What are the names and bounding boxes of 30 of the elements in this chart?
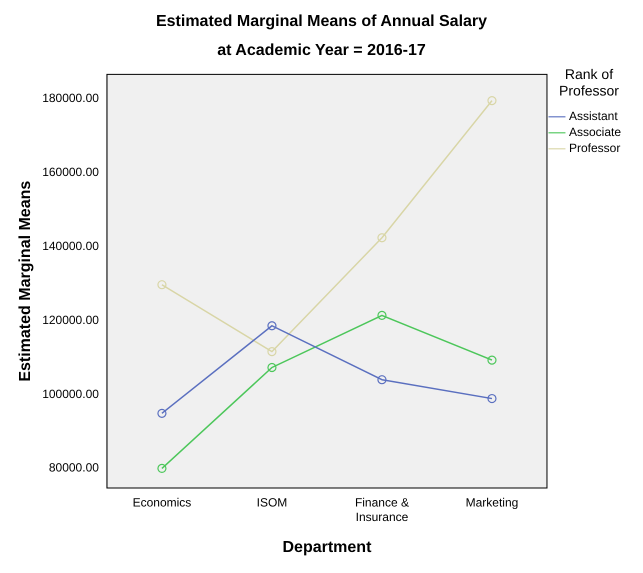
point: [157, 464, 167, 474]
x-tick-label: Marketing: [466, 496, 518, 510]
x-axis-title: Department: [282, 538, 372, 556]
y-tick-label: 120000.00: [42, 312, 100, 327]
x-tick-label: Finance & Insurance: [354, 496, 409, 524]
point: [267, 347, 277, 356]
point: [157, 280, 167, 290]
legend-label: Assistant: [568, 109, 618, 124]
point: [157, 408, 167, 418]
point: [377, 375, 387, 384]
legend-label: Professor: [568, 141, 620, 156]
point: [487, 394, 497, 404]
legend-title: Rank of Professor: [559, 66, 620, 99]
y-tick-label: 160000.00: [42, 165, 100, 180]
y-tick-label: 100000.00: [42, 386, 100, 401]
point: [267, 362, 277, 372]
x-tick-label: Economics: [132, 496, 192, 510]
legend-label: Associate: [568, 125, 622, 140]
point: [377, 233, 387, 242]
y-tick-label: 180000.00: [42, 91, 100, 106]
point: [487, 96, 497, 106]
y-tick-label: 140000.00: [42, 238, 100, 253]
chart-subtitle: at Academic Year = 2016-17: [217, 42, 426, 60]
x-tick-label: ISOM: [256, 496, 288, 510]
point: [267, 321, 277, 330]
y-axis-title: Estimated Marginal Means: [17, 180, 34, 382]
y-tick-label: 80000.00: [48, 460, 100, 475]
chart-title: Estimated Marginal Means of Annual Salary: [156, 13, 488, 30]
point: [487, 356, 497, 365]
point: [377, 310, 387, 320]
